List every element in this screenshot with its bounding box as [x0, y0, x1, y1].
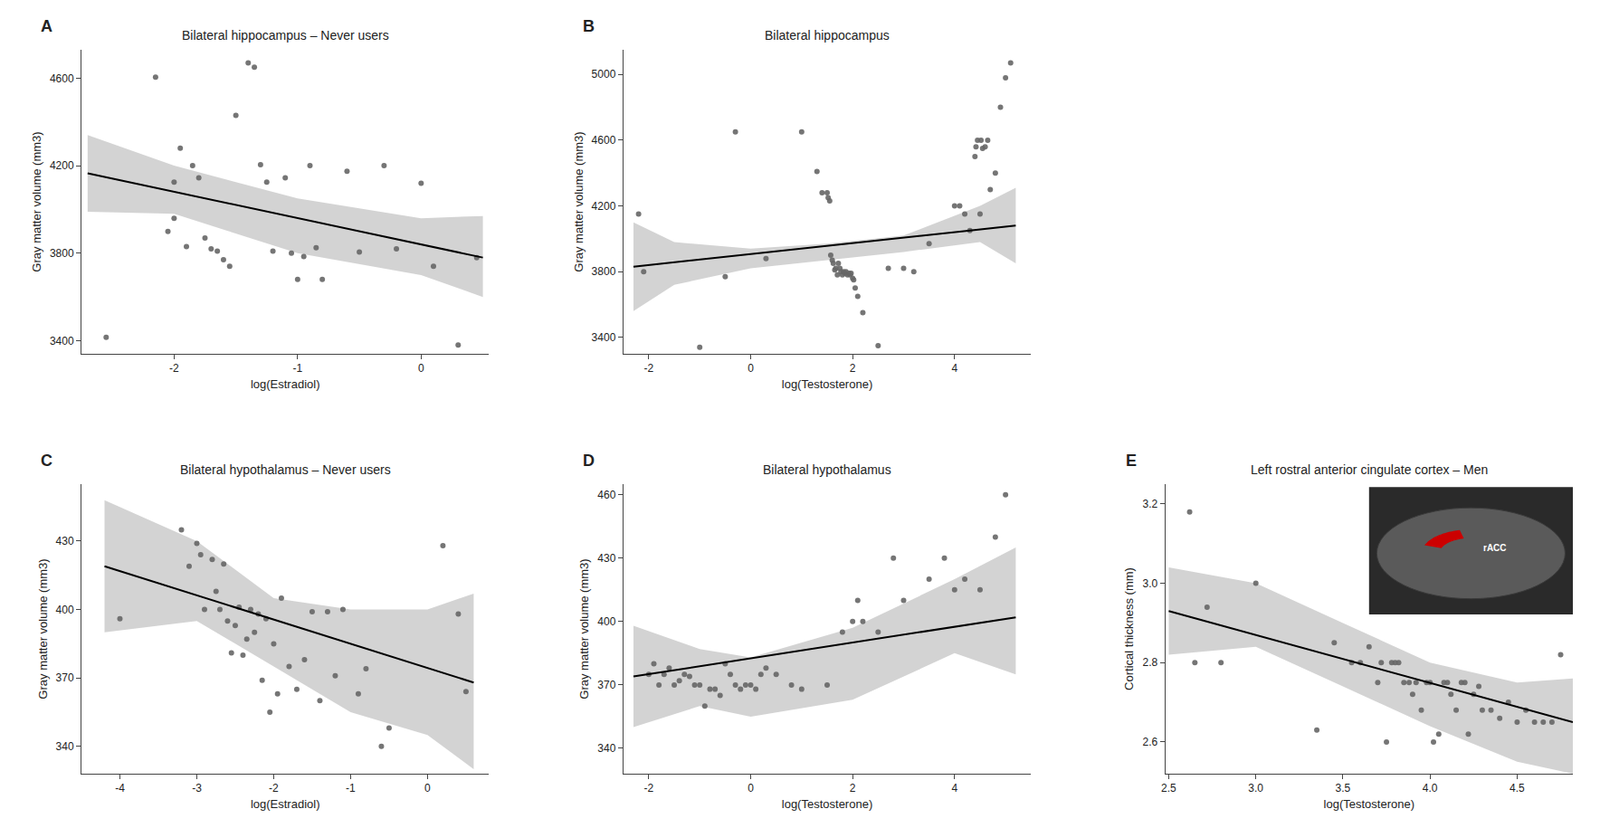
svg-text:A: A	[40, 17, 53, 36]
svg-text:-1: -1	[345, 781, 356, 795]
svg-text:4200: 4200	[591, 200, 617, 213]
svg-text:-2: -2	[644, 361, 655, 375]
svg-text:Bilateral hypothalamus – Never: Bilateral hypothalamus – Never users	[180, 462, 391, 477]
svg-text:0: 0	[747, 781, 754, 795]
svg-text:2.8: 2.8	[1142, 656, 1159, 669]
svg-text:C: C	[40, 451, 53, 470]
svg-text:0: 0	[747, 361, 754, 375]
svg-text:4200: 4200	[49, 159, 75, 172]
svg-text:340: 340	[56, 740, 75, 753]
svg-text:4.5: 4.5	[1509, 781, 1525, 795]
svg-text:460: 460	[597, 488, 616, 502]
svg-text:-2: -2	[268, 781, 279, 795]
svg-text:Gray matter volume (mm3): Gray matter volume (mm3)	[29, 131, 44, 272]
svg-text:0: 0	[424, 781, 431, 795]
svg-text:0: 0	[418, 361, 425, 375]
svg-text:Left rostral anterior cingulat: Left rostral anterior cingulate cortex –…	[1250, 462, 1488, 477]
svg-text:-2: -2	[644, 781, 655, 795]
svg-text:log(Estradiol): log(Estradiol)	[250, 797, 321, 811]
svg-text:2: 2	[849, 361, 857, 375]
svg-text:Gray matter volume (mm3): Gray matter volume (mm3)	[577, 558, 591, 699]
svg-text:-3: -3	[191, 781, 202, 795]
svg-text:-1: -1	[293, 361, 304, 375]
svg-text:5000: 5000	[591, 67, 617, 81]
svg-text:log(Testosterone): log(Testosterone)	[781, 377, 873, 391]
svg-text:rACC: rACC	[1483, 542, 1507, 553]
svg-text:log(Estradiol): log(Estradiol)	[250, 377, 321, 391]
svg-text:370: 370	[56, 671, 75, 685]
svg-text:Gray matter volume (mm3): Gray matter volume (mm3)	[36, 558, 50, 699]
svg-text:4: 4	[951, 781, 958, 795]
svg-text:Cortical thickness (mm): Cortical thickness (mm)	[1122, 567, 1136, 691]
svg-text:340: 340	[597, 742, 616, 755]
svg-text:3800: 3800	[49, 247, 75, 260]
svg-text:4.0: 4.0	[1422, 781, 1439, 795]
svg-text:log(Testosterone): log(Testosterone)	[781, 797, 873, 811]
svg-text:Bilateral hippocampus: Bilateral hippocampus	[764, 28, 890, 43]
svg-text:400: 400	[56, 603, 75, 617]
svg-text:370: 370	[597, 678, 616, 692]
svg-text:2: 2	[849, 781, 857, 795]
svg-text:4: 4	[951, 361, 958, 375]
svg-text:3.5: 3.5	[1335, 781, 1352, 795]
svg-text:4600: 4600	[49, 72, 75, 86]
svg-text:4600: 4600	[591, 133, 617, 147]
svg-text:3.0: 3.0	[1247, 781, 1264, 795]
svg-text:3800: 3800	[591, 265, 617, 278]
svg-text:E: E	[1125, 451, 1137, 470]
svg-text:3.2: 3.2	[1142, 497, 1159, 511]
svg-text:430: 430	[597, 552, 616, 565]
svg-text:400: 400	[597, 615, 616, 629]
svg-text:Bilateral hypothalamus: Bilateral hypothalamus	[762, 462, 892, 477]
svg-text:-2: -2	[169, 361, 180, 375]
svg-text:D: D	[582, 451, 595, 470]
svg-text:3.0: 3.0	[1142, 577, 1159, 591]
svg-text:Bilateral hippocampus – Never: Bilateral hippocampus – Never users	[181, 28, 390, 43]
svg-text:B: B	[582, 17, 595, 36]
svg-text:3400: 3400	[591, 331, 617, 344]
svg-text:2.6: 2.6	[1142, 735, 1159, 749]
svg-text:log(Testosterone): log(Testosterone)	[1323, 797, 1415, 811]
svg-text:2.5: 2.5	[1161, 781, 1177, 795]
svg-text:430: 430	[56, 534, 75, 548]
svg-text:Gray matter volume (mm3): Gray matter volume (mm3)	[571, 131, 586, 272]
svg-text:-4: -4	[114, 781, 125, 795]
svg-text:3400: 3400	[49, 334, 75, 348]
